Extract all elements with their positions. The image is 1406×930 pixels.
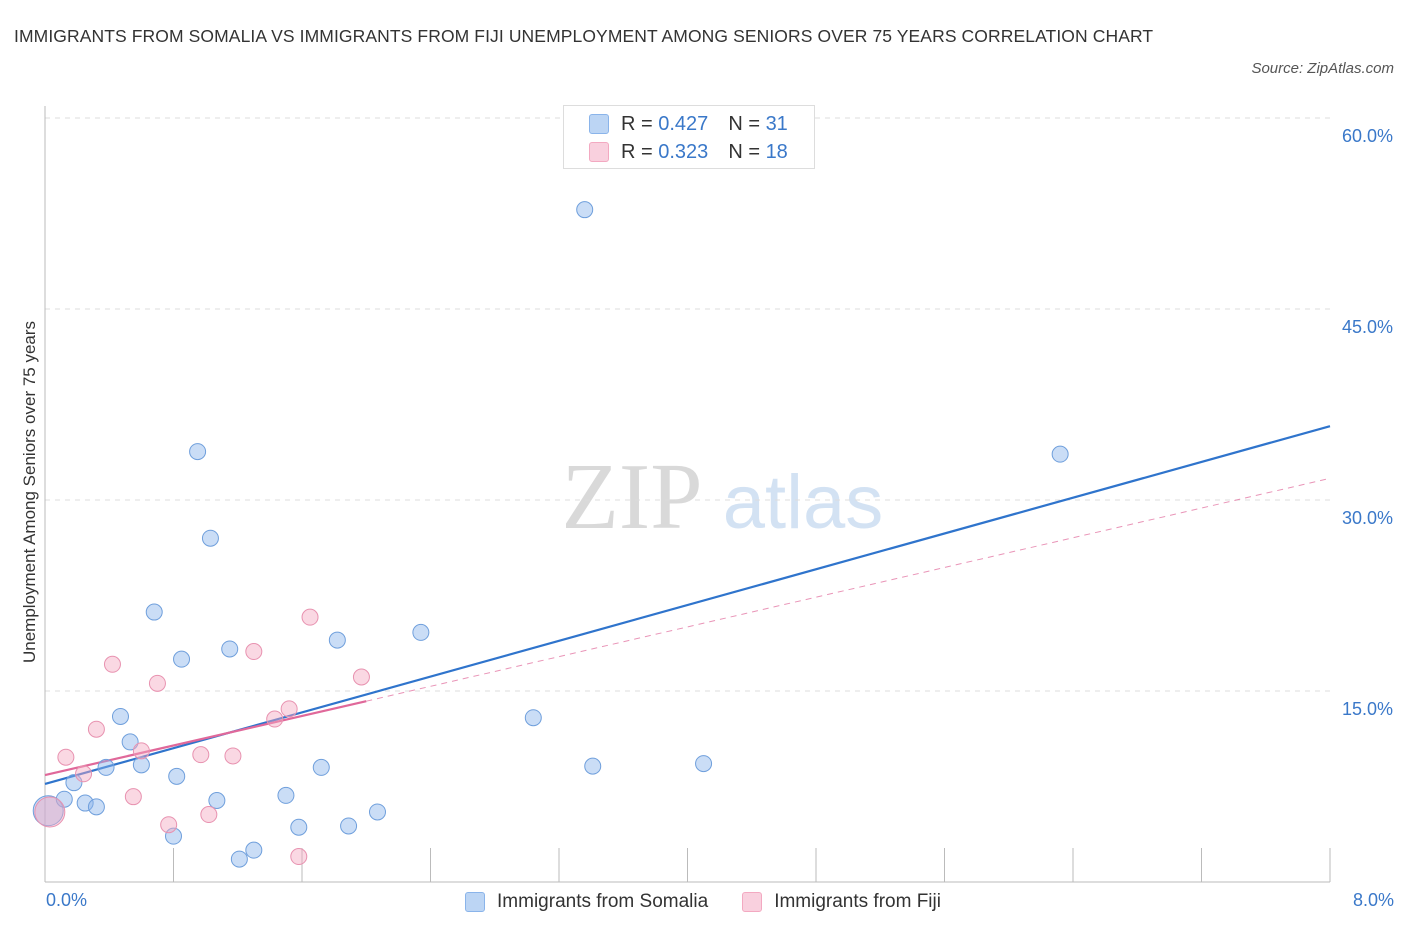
fiji-point — [160, 816, 178, 834]
watermark-zip: ZIP — [562, 445, 703, 549]
fiji-point — [124, 788, 142, 806]
x-axis-max-label: 8.0% — [1352, 890, 1394, 910]
trend-line-somalia — [44, 425, 1331, 786]
y-tick-labels: 15.0% 30.0% 45.0% 60.0% — [1342, 126, 1393, 719]
somalia-point — [524, 709, 542, 727]
somalia-point — [208, 792, 226, 810]
fiji-point — [132, 742, 150, 760]
legend-label-somalia: Immigrants from Somalia — [497, 891, 709, 912]
somalia-point — [132, 756, 150, 774]
somalia-point — [328, 631, 346, 649]
axes — [44, 106, 1331, 883]
somalia-point — [312, 758, 330, 776]
somalia-point — [695, 755, 713, 773]
somalia-point — [201, 529, 219, 547]
somalia-point — [412, 623, 430, 641]
legend-n-label: N = — [728, 140, 760, 163]
legend-swatch-fiji — [589, 142, 609, 162]
somalia-point — [165, 827, 182, 845]
data-points — [32, 201, 1069, 868]
legend-item-somalia[interactable]: Immigrants from Somalia — [465, 891, 708, 913]
x-axis-min-label: 0.0% — [46, 890, 88, 910]
somalia-point — [584, 757, 602, 775]
legend-swatch-fiji — [742, 892, 763, 912]
legend-n-value: 18 — [765, 140, 788, 163]
somalia-point — [111, 707, 129, 725]
somalia-point — [230, 850, 248, 868]
somalia-point — [245, 841, 263, 859]
fiji-point — [192, 746, 210, 764]
fiji-point — [103, 655, 121, 673]
somalia-point — [173, 650, 191, 668]
legend-swatch-somalia — [465, 892, 486, 912]
fiji-point — [290, 848, 308, 866]
fiji-point — [245, 643, 263, 661]
fiji-point — [301, 608, 319, 626]
legend-n-label: N = — [728, 112, 760, 135]
trend-line-fiji — [44, 700, 367, 777]
legend-r-label: R = — [621, 140, 653, 163]
somalia-point — [368, 803, 386, 821]
somalia-point — [290, 818, 308, 836]
somalia-point — [221, 640, 239, 658]
fiji-point — [352, 668, 370, 686]
fiji-point — [280, 700, 298, 718]
somalia-point — [76, 794, 94, 812]
somalia-point — [1051, 445, 1069, 463]
somalia-point — [121, 733, 139, 751]
correlation-legend: R = 0.427 N = 31 R = 0.323 N = 18 — [563, 105, 815, 169]
y-tick-label: 60.0% — [1342, 126, 1393, 146]
legend-label-fiji: Immigrants from Fiji — [774, 891, 941, 912]
trend-lines — [44, 425, 1331, 786]
y-tick-label: 30.0% — [1342, 508, 1393, 528]
somalia-point — [145, 603, 163, 621]
fiji-point — [148, 674, 166, 692]
legend-row-somalia: R = 0.427 N = 31 — [564, 110, 788, 138]
legend-item-fiji[interactable]: Immigrants from Fiji — [742, 891, 941, 913]
fiji-point — [266, 710, 284, 728]
somalia-point — [340, 817, 358, 835]
somalia-point — [189, 443, 207, 461]
somalia-point — [168, 767, 186, 785]
somalia-point — [576, 201, 594, 219]
fiji-point — [224, 747, 242, 765]
watermark: ZIP atlas — [562, 445, 884, 549]
source-label: Source: ZipAtlas.com — [1251, 60, 1394, 77]
legend-r-value: 0.323 — [658, 140, 709, 163]
fiji-point — [57, 748, 75, 766]
legend-swatch-somalia — [589, 114, 609, 134]
somalia-point — [277, 786, 295, 804]
fiji-point — [34, 796, 66, 828]
watermark-atlas: atlas — [723, 460, 884, 545]
legend-n-value: 31 — [765, 112, 788, 135]
fiji-point — [200, 806, 218, 824]
legend-r-value: 0.427 — [658, 112, 709, 135]
fiji-point — [75, 765, 93, 783]
somalia-point — [87, 798, 105, 816]
somalia-point — [65, 774, 83, 792]
legend-row-fiji: R = 0.323 N = 18 — [564, 138, 788, 166]
y-tick-label: 45.0% — [1342, 317, 1393, 337]
somalia-point — [32, 795, 64, 827]
fiji-point — [87, 720, 105, 738]
y-tick-label: 15.0% — [1342, 699, 1393, 719]
chart-title: IMMIGRANTS FROM SOMALIA VS IMMIGRANTS FR… — [14, 26, 1154, 46]
somalia-point — [97, 758, 115, 776]
series-legend: Immigrants from Somalia Immigrants from … — [0, 888, 1406, 916]
legend-r-label: R = — [621, 112, 653, 135]
